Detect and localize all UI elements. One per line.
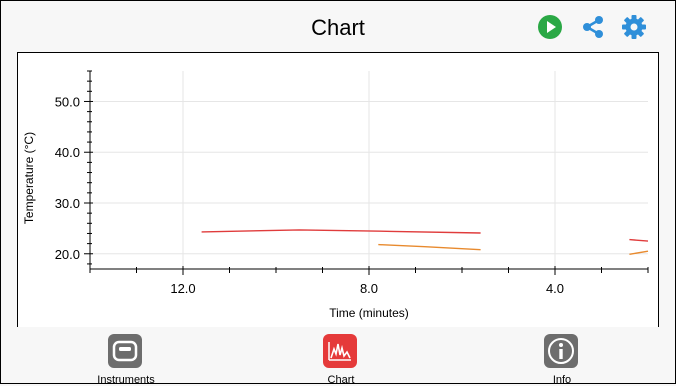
header-bar: Chart [1, 1, 675, 52]
instruments-icon [108, 334, 142, 368]
settings-button[interactable] [621, 14, 647, 40]
series-line-1 [629, 238, 649, 242]
chart-panel[interactable]: 20.0 30.0 40.0 50.0 12.0 8.0 4.0 Time (minutes)… [17, 52, 659, 328]
share-button[interactable] [580, 14, 606, 40]
y-tick-label: 50.0 [55, 94, 80, 109]
play-icon [538, 15, 562, 39]
series-line-0 [201, 229, 481, 234]
play-button[interactable] [537, 14, 563, 40]
info-icon [544, 334, 578, 368]
x-tick-label: 12.0 [170, 281, 195, 296]
series-line-2 [378, 243, 481, 251]
y-axis-title: Temperature (°C) [22, 132, 36, 224]
page-title: Chart [311, 15, 365, 40]
x-axis-title: Time (minutes) [329, 306, 409, 320]
tab-info[interactable]: Info [507, 331, 617, 386]
chart-icon [323, 334, 357, 368]
tab-instruments[interactable]: Instruments [71, 331, 181, 386]
gear-icon [622, 15, 646, 39]
y-tick-label: 40.0 [55, 145, 80, 160]
tab-label: Chart [327, 374, 355, 386]
tab-label: Instruments [97, 374, 155, 386]
tab-bar: Instruments Chart Info [1, 327, 675, 386]
series-line-3 [629, 250, 649, 255]
y-tick-label: 20.0 [55, 247, 80, 262]
temperature-chart: 20.0 30.0 40.0 50.0 12.0 8.0 4.0 Time (minutes)… [22, 70, 649, 320]
x-tick-label: 8.0 [360, 281, 378, 296]
share-icon [583, 16, 603, 38]
tab-label: Info [552, 374, 572, 386]
y-tick-label: 30.0 [55, 196, 80, 211]
tab-chart[interactable]: Chart [286, 331, 396, 386]
x-tick-label: 4.0 [546, 281, 564, 296]
